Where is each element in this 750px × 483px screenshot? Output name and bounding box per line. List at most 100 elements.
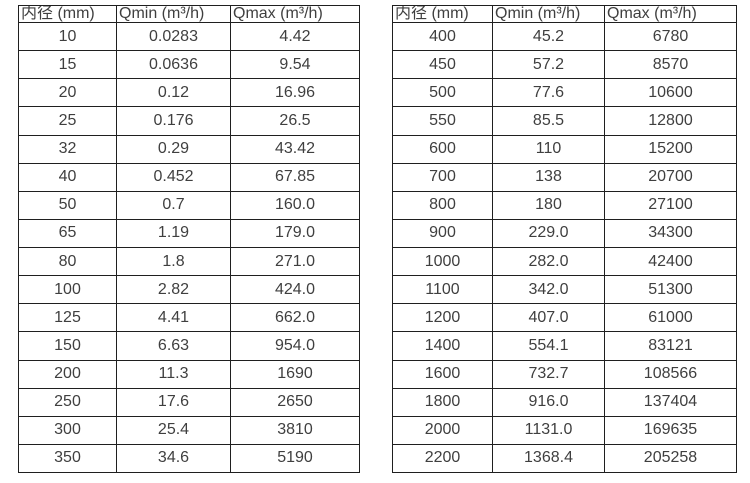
table-cell: 732.7	[492, 359, 605, 389]
table-cell: 32	[18, 134, 117, 164]
table-cell: 16.96	[230, 78, 360, 108]
column-header: Qmin (m³/h)	[116, 5, 231, 23]
table-cell: 42400	[604, 246, 737, 277]
table-cell: 2000	[392, 415, 493, 445]
table-cell: 282.0	[492, 246, 605, 277]
table-cell: 10	[18, 21, 117, 52]
table-cell: 150	[18, 331, 117, 361]
table-cell: 1131.0	[492, 415, 605, 445]
table-cell: 500	[392, 78, 493, 108]
table-cell: 700	[392, 162, 493, 192]
column-header: Qmin (m³/h)	[492, 5, 605, 23]
table-cell: 554.1	[492, 331, 605, 361]
table-cell: 400	[392, 21, 493, 52]
table-cell: 2.82	[116, 275, 231, 305]
table-cell: 205258	[604, 443, 737, 474]
table-cell: 34300	[604, 218, 737, 249]
table-cell: 4.41	[116, 303, 231, 333]
table-cell: 17.6	[116, 387, 231, 417]
table-cell: 407.0	[492, 303, 605, 333]
table-row: 900 229.0 34300	[392, 218, 737, 249]
table-cell: 662.0	[230, 303, 360, 333]
table-cell: 20	[18, 78, 117, 108]
table-row: 80 1.8 271.0	[18, 246, 360, 277]
table-cell: 200	[18, 359, 117, 389]
table-row: 125 4.41 662.0	[18, 303, 360, 333]
table-cell: 125	[18, 303, 117, 333]
table-row: 20 0.12 16.96	[18, 78, 360, 108]
table-row: 200 11.3 1690	[18, 359, 360, 389]
table-cell: 424.0	[230, 275, 360, 305]
table-cell: 80	[18, 246, 117, 277]
table-cell: 1.19	[116, 218, 231, 249]
table-cell: 0.29	[116, 134, 231, 164]
table-cell: 25.4	[116, 415, 231, 445]
table-row: 550 85.5 12800	[392, 106, 737, 136]
table-row: 1800 916.0 137404	[392, 387, 737, 417]
table-row: 50 0.7 160.0	[18, 190, 360, 220]
table-cell: 15	[18, 50, 117, 80]
table-cell: 1600	[392, 359, 493, 389]
table-cell: 9.54	[230, 50, 360, 80]
table-cell: 25	[18, 106, 117, 136]
table-cell: 1000	[392, 246, 493, 277]
table-cell: 77.6	[492, 78, 605, 108]
table-row: 100 2.82 424.0	[18, 275, 360, 305]
column-header: 内径 (mm)	[392, 5, 493, 23]
table-cell: 83121	[604, 331, 737, 361]
table-row: 2000 1131.0 169635	[392, 415, 737, 445]
table-cell: 0.0636	[116, 50, 231, 80]
table-row: 250 17.6 2650	[18, 387, 360, 417]
table-cell: 450	[392, 50, 493, 80]
table-row: 500 77.6 10600	[392, 78, 737, 108]
table-cell: 1690	[230, 359, 360, 389]
table-cell: 45.2	[492, 21, 605, 52]
table-cell: 169635	[604, 415, 737, 445]
table-cell: 600	[392, 134, 493, 164]
table-cell: 916.0	[492, 387, 605, 417]
table-row: 32 0.29 43.42	[18, 134, 360, 164]
table-cell: 27100	[604, 190, 737, 220]
table-cell: 12800	[604, 106, 737, 136]
table-cell: 0.7	[116, 190, 231, 220]
table-cell: 100	[18, 275, 117, 305]
table-cell: 1800	[392, 387, 493, 417]
table-cell: 138	[492, 162, 605, 192]
flow-rate-table-large-diameters: 内径 (mm) Qmin (m³/h) Qmax (m³/h) 400 45.2 6780…	[392, 5, 737, 474]
table-cell: 160.0	[230, 190, 360, 220]
table-cell: 229.0	[492, 218, 605, 249]
table-cell: 3810	[230, 415, 360, 445]
table-cell: 954.0	[230, 331, 360, 361]
table-cell: 1200	[392, 303, 493, 333]
table-cell: 57.2	[492, 50, 605, 80]
table-cell: 67.85	[230, 162, 360, 192]
table-row: 800 180 27100	[392, 190, 737, 220]
table-cell: 137404	[604, 387, 737, 417]
table-row: 1100 342.0 51300	[392, 275, 737, 305]
table-cell: 550	[392, 106, 493, 136]
column-header: Qmax (m³/h)	[604, 5, 737, 23]
table-cell: 6780	[604, 21, 737, 52]
table-cell: 6.63	[116, 331, 231, 361]
table-row: 15 0.0636 9.54	[18, 50, 360, 80]
table-row: 1200 407.0 61000	[392, 303, 737, 333]
table-cell: 342.0	[492, 275, 605, 305]
flow-rate-table-small-diameters: 内径 (mm) Qmin (m³/h) Qmax (m³/h) 10 0.0283 4.4…	[18, 5, 360, 474]
table-row: 400 45.2 6780	[392, 21, 737, 52]
table-cell: 271.0	[230, 246, 360, 277]
table-cell: 0.12	[116, 78, 231, 108]
table-cell: 11.3	[116, 359, 231, 389]
table-row: 1400 554.1 83121	[392, 331, 737, 361]
table-cell: 108566	[604, 359, 737, 389]
table-row: 65 1.19 179.0	[18, 218, 360, 249]
table-cell: 34.6	[116, 443, 231, 474]
table-row: 300 25.4 3810	[18, 415, 360, 445]
table-cell: 250	[18, 387, 117, 417]
table-row: 150 6.63 954.0	[18, 331, 360, 361]
table-row: 1600 732.7 108566	[392, 359, 737, 389]
table-cell: 800	[392, 190, 493, 220]
table-cell: 65	[18, 218, 117, 249]
table-row: 25 0.176 26.5	[18, 106, 360, 136]
table-cell: 1368.4	[492, 443, 605, 474]
